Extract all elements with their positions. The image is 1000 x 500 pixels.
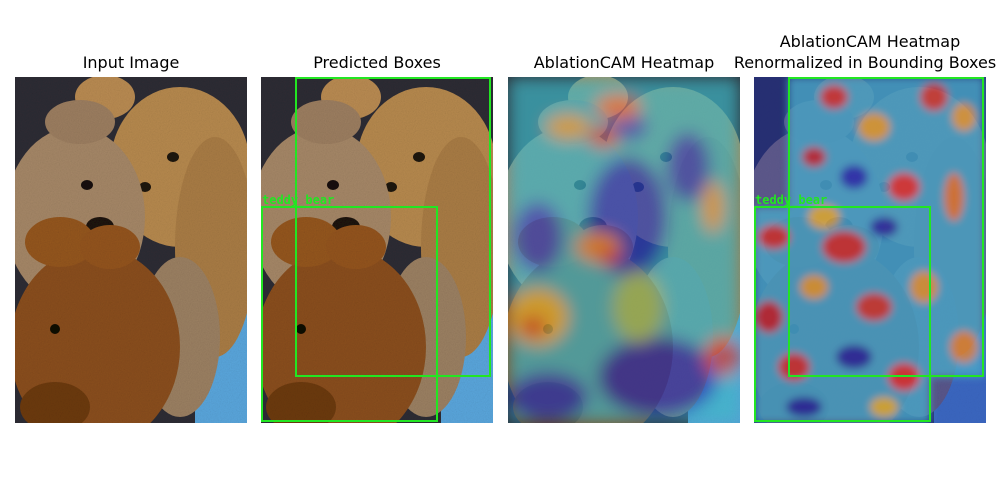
panel4-title-line2: Renormalized in Bounding Boxes [733,53,997,72]
renorm-bounding-box-lower [754,206,931,422]
detection-label: teddy_bear [262,193,335,207]
bounding-box-upper [295,77,491,377]
renormalized-heatmap [754,77,986,423]
panel3-title: AblationCAM Heatmap [533,53,715,72]
renorm-bounding-box-upper [788,77,984,377]
panel2-title: Predicted Boxes [313,53,441,72]
input-image [15,77,247,423]
ablationcam-heatmap [508,77,740,423]
renorm-detection-label: teddy_bear [755,193,828,207]
panel4-title-line1: AblationCAM Heatmap [779,32,961,51]
bounding-box-lower [261,206,438,422]
panel1-title: Input Image [82,53,180,72]
